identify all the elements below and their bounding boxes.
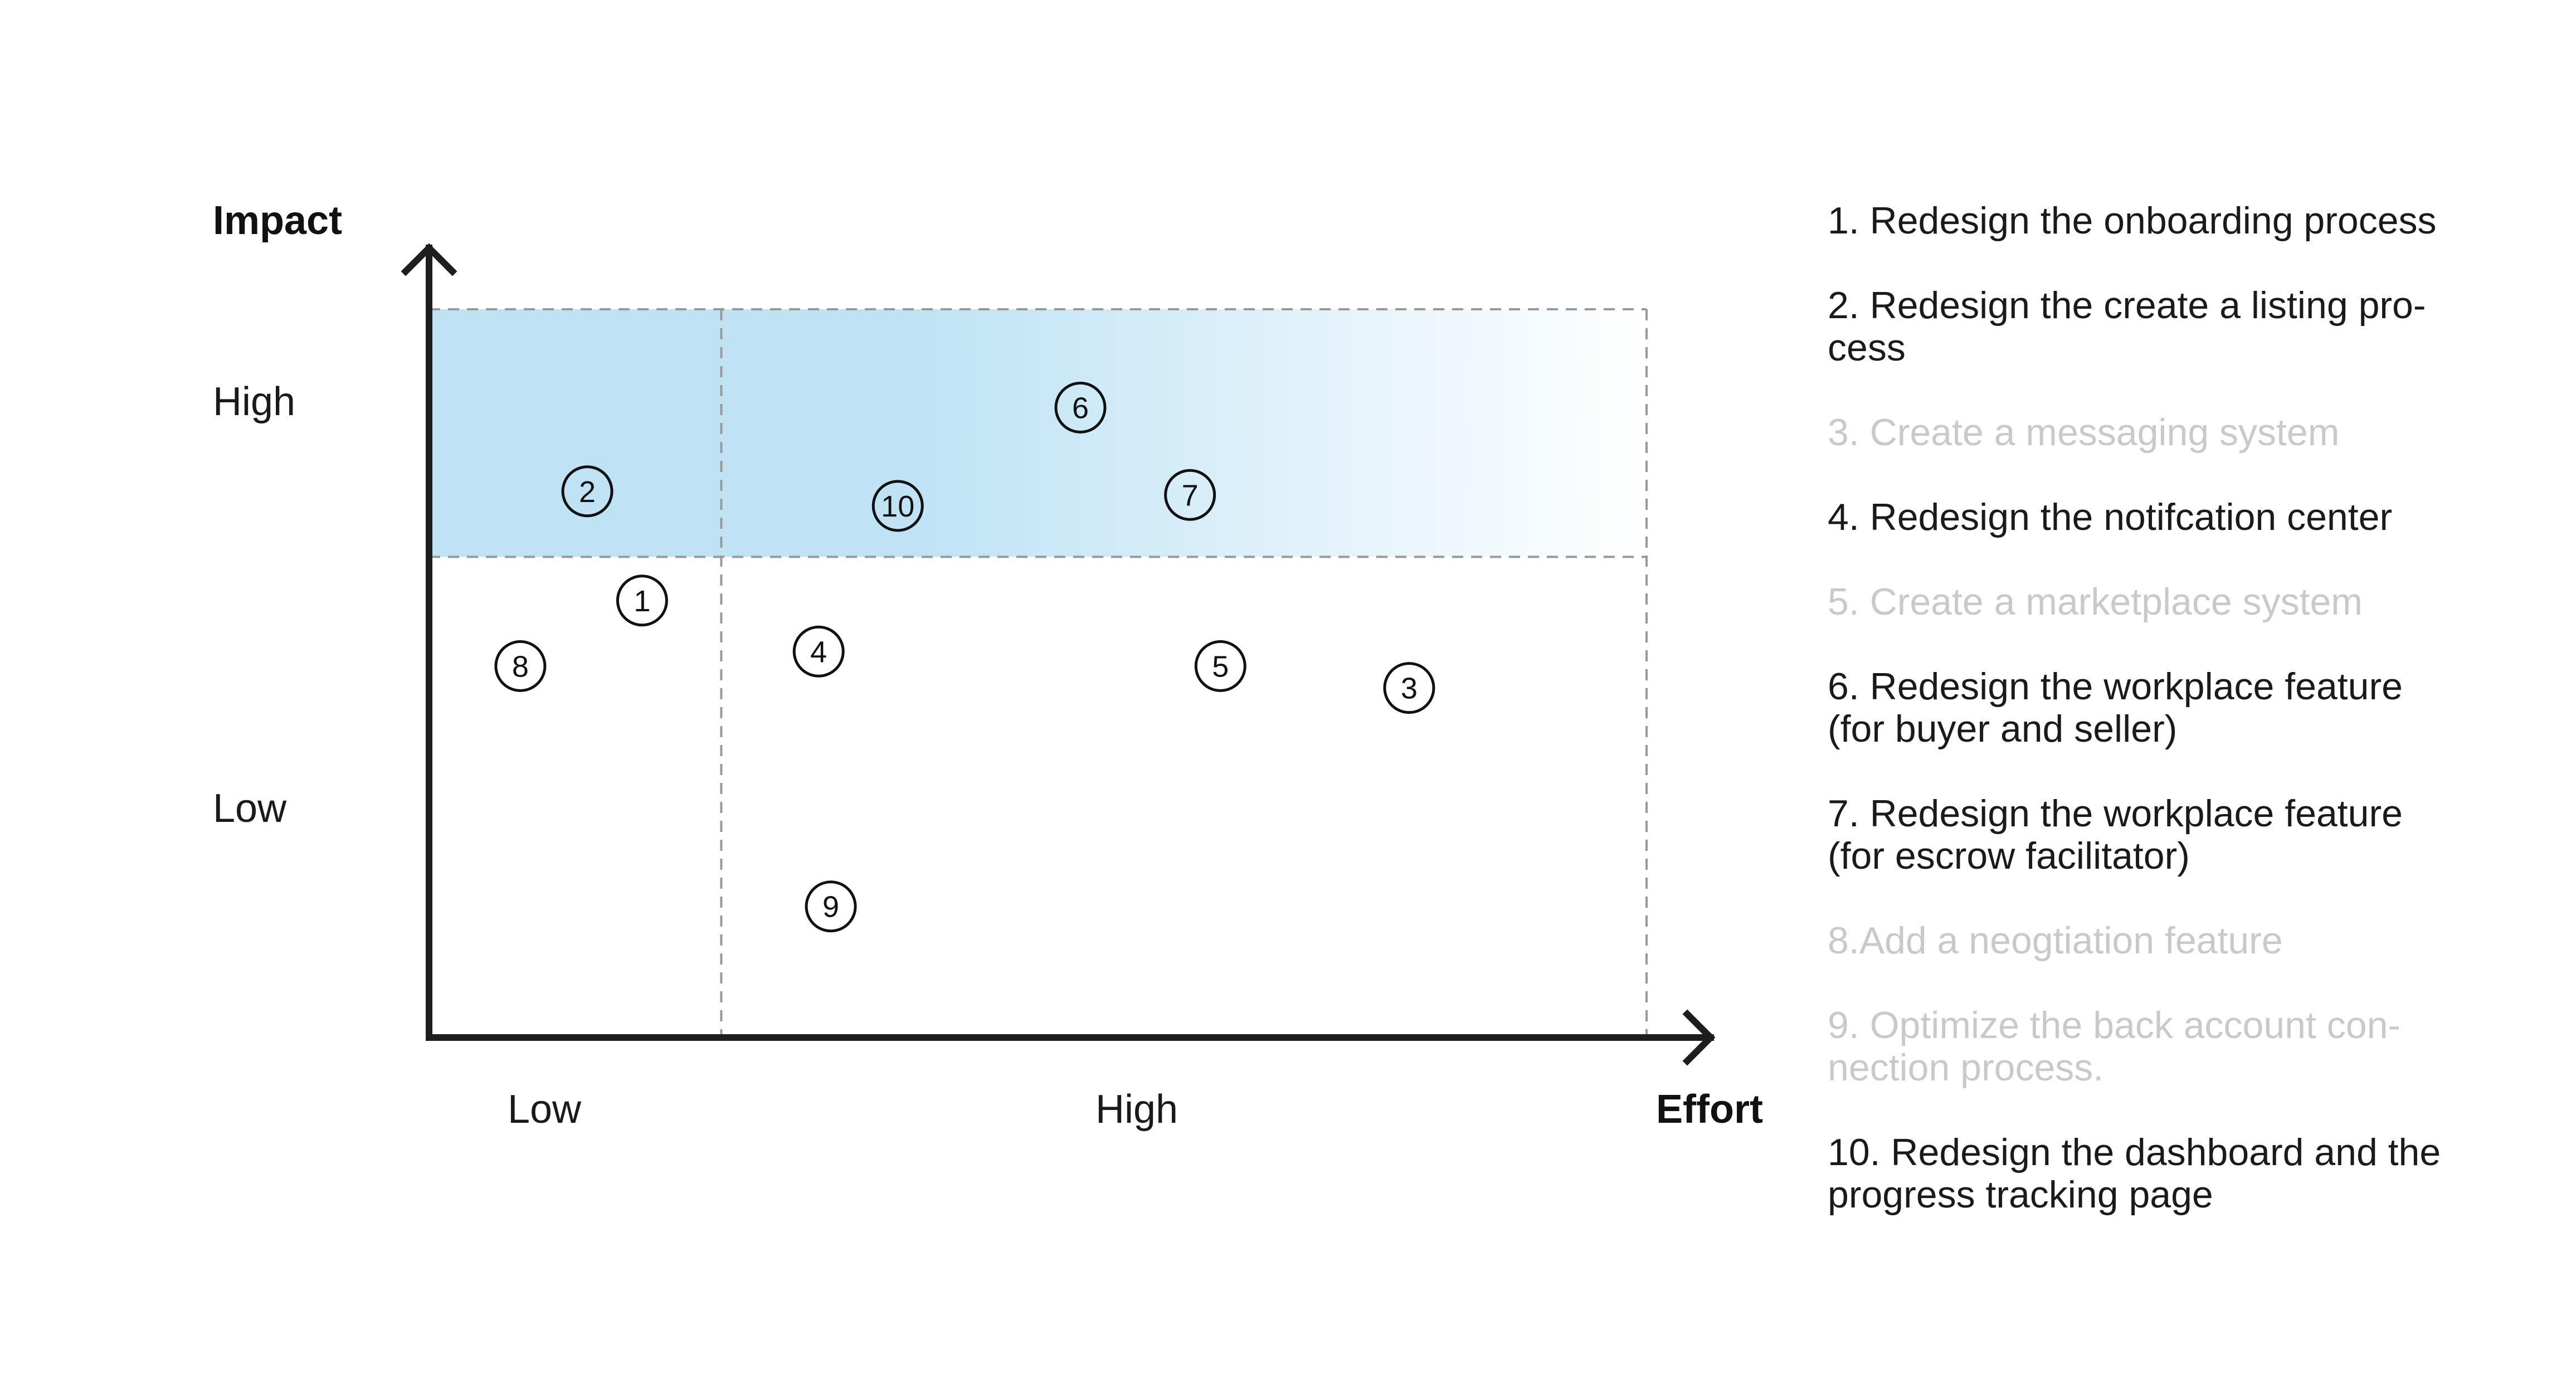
y-axis-title: Impact [213, 198, 342, 243]
point-marker-circle [1164, 469, 1216, 521]
point-marker-label: 10 [881, 490, 914, 523]
y-tick-label-high: High [213, 379, 295, 424]
point-marker-label: 2 [579, 475, 596, 509]
point-marker-5: 5 [1194, 640, 1246, 692]
point-marker-circle [561, 465, 613, 518]
point-marker-circle [1194, 640, 1246, 692]
point-marker-label: 1 [634, 585, 650, 618]
point-marker-label: 8 [512, 650, 529, 683]
point-marker-3: 3 [1383, 662, 1435, 714]
legend-item-1: 1. Redesign the onboarding process [1828, 199, 2437, 242]
point-marker-1: 1 [616, 574, 668, 627]
legend-item-10: 10. Redesign the dashboard and the progre… [1828, 1131, 2441, 1216]
y-axis-arrow-icon [401, 243, 457, 276]
legend-list: 1. Redesign the onboarding process 2. Red… [1828, 199, 2496, 1258]
legend-item-2: 2. Redesign the create a listing pro-ces… [1828, 284, 2426, 369]
x-axis-title: Effort [1656, 1087, 1763, 1132]
high-impact-highlight-region [429, 309, 1647, 557]
point-marker-label: 4 [810, 635, 827, 669]
point-marker-circle [616, 574, 668, 627]
point-marker-circle [1054, 381, 1107, 434]
legend-item-7: 7. Redesign the workplace feature (for es… [1828, 792, 2403, 877]
legend-item-6: 6. Redesign the workplace feature (for bu… [1828, 665, 2403, 750]
point-marker-label: 6 [1072, 391, 1089, 425]
legend-item-5: 5. Create a marketplace system [1828, 581, 2363, 623]
legend-item-9: 9. Optimize the back account con-nection… [1828, 1004, 2401, 1089]
point-marker-circle [792, 625, 845, 678]
point-marker-8: 8 [494, 640, 547, 692]
point-marker-6: 6 [1054, 381, 1107, 434]
legend-item-4: 4. Redesign the notifcation center [1828, 496, 2393, 538]
x-tick-label-high: High [1095, 1087, 1178, 1132]
y-tick-label-low: Low [213, 786, 287, 831]
point-marker-4: 4 [792, 625, 845, 678]
point-marker-label: 7 [1182, 479, 1199, 512]
point-marker-2: 2 [561, 465, 613, 518]
point-marker-circle [871, 480, 924, 532]
point-marker-circle [494, 640, 547, 692]
point-marker-circle [805, 880, 857, 933]
x-tick-label-low: Low [508, 1087, 582, 1132]
point-marker-10: 10 [871, 480, 924, 532]
x-axis-arrow-icon [1682, 1009, 1716, 1066]
point-marker-7: 7 [1164, 469, 1216, 521]
point-marker-label: 5 [1212, 650, 1229, 683]
legend-item-3: 3. Create a messaging system [1828, 411, 2340, 454]
point-marker-circle [1383, 662, 1435, 714]
point-marker-9: 9 [805, 880, 857, 933]
point-marker-label: 3 [1401, 672, 1418, 705]
point-marker-label: 9 [822, 890, 839, 924]
legend-item-8: 8.Add a neogtiation feature [1828, 919, 2283, 962]
